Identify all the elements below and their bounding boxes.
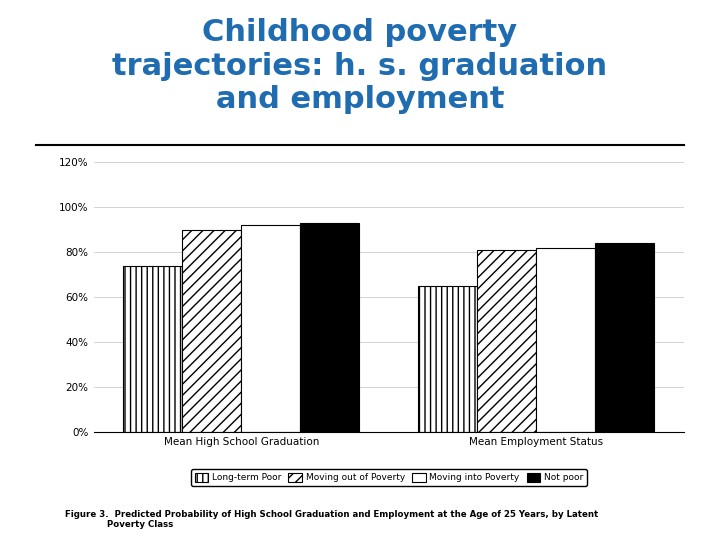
Bar (595, 243, 654, 432)
Bar (182, 230, 241, 432)
Bar (536, 247, 595, 432)
Bar (123, 266, 182, 432)
Text: Figure 3.  Predicted Probability of High School Graduation and Employment at the: Figure 3. Predicted Probability of High … (65, 510, 598, 529)
Text: Childhood poverty
trajectories: h. s. graduation
and employment: Childhood poverty trajectories: h. s. gr… (112, 18, 608, 114)
Bar (477, 249, 536, 432)
Bar (241, 225, 300, 432)
Bar (418, 286, 477, 432)
Legend: Long-term Poor, Moving out of Poverty, Moving into Poverty, Not poor: Long-term Poor, Moving out of Poverty, M… (191, 469, 587, 486)
Bar (300, 222, 359, 432)
